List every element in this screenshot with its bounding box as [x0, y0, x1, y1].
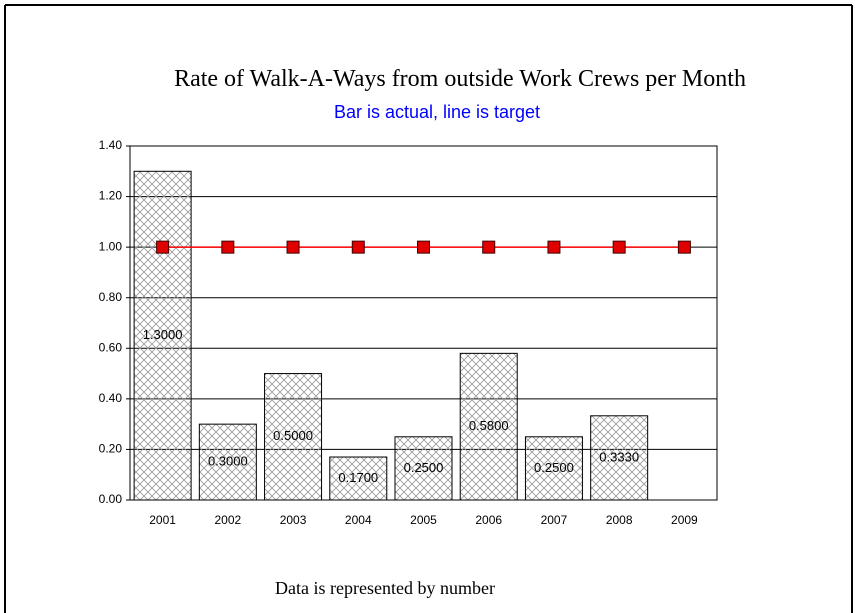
data-label: 1.3000: [143, 327, 183, 342]
y-tick-label: 0.40: [99, 391, 123, 405]
x-tick-label: 2001: [149, 513, 176, 527]
line-marker: [221, 240, 235, 254]
line-marker: [482, 240, 496, 254]
y-tick-label: 1.20: [99, 189, 123, 203]
line-marker: [612, 240, 626, 254]
x-tick-label: 2008: [606, 513, 633, 527]
line-marker: [286, 240, 300, 254]
bar: [524, 436, 583, 501]
data-label: 0.3330: [599, 449, 639, 464]
y-tick-label: 1.40: [99, 138, 123, 152]
x-tick-label: 2002: [214, 513, 241, 527]
data-label: 0.2500: [404, 460, 444, 475]
line-marker: [156, 240, 170, 254]
line-marker: [417, 240, 430, 254]
y-tick-label: 0.00: [99, 492, 123, 506]
y-tick-label: 0.80: [99, 290, 123, 304]
chart-subtitle: Bar is actual, line is target: [334, 102, 540, 122]
y-tick-label: 1.00: [99, 239, 123, 253]
bar: [459, 352, 518, 501]
x-tick-label: 2006: [475, 513, 502, 527]
footer-text: Data is represented by number: [275, 578, 495, 598]
data-label: 0.1700: [338, 470, 378, 485]
x-tick-label: 2009: [671, 513, 698, 527]
plot-border: [129, 145, 718, 501]
bar: [133, 170, 192, 501]
data-label: 0.3000: [208, 454, 248, 469]
data-label: 0.5000: [273, 428, 313, 443]
bar: [198, 423, 257, 501]
chart-title: Rate of Walk-A-Ways from outside Work Cr…: [174, 66, 746, 92]
x-tick-label: 2005: [410, 513, 437, 527]
x-tick-label: 2003: [280, 513, 307, 527]
x-tick-label: 2007: [541, 513, 568, 527]
data-label: 0.2500: [534, 460, 574, 475]
line-marker: [547, 240, 561, 254]
line-marker: [351, 240, 365, 254]
line-marker: [677, 240, 691, 254]
data-label: 0.5800: [469, 418, 509, 433]
y-tick-label: 0.60: [99, 340, 123, 354]
bar: [264, 373, 323, 501]
bar: [329, 456, 388, 501]
y-tick-label: 0.20: [99, 442, 123, 456]
x-tick-label: 2004: [345, 513, 372, 527]
bar: [590, 415, 649, 501]
bar: [394, 436, 453, 501]
